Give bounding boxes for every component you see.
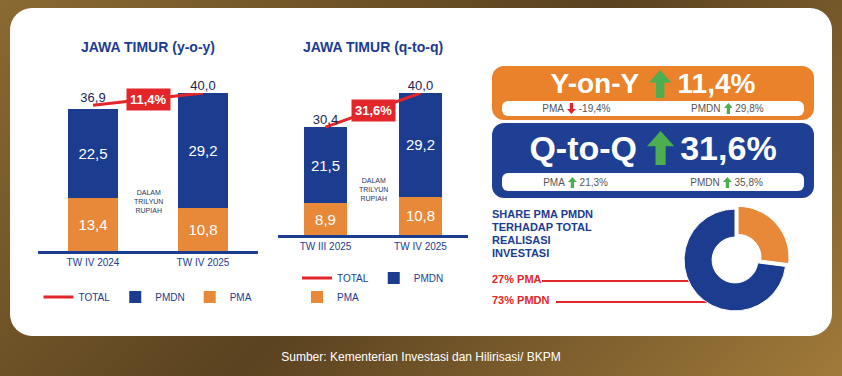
svg-text:TW IV 2025: TW IV 2025 — [177, 257, 230, 268]
html-text:31,6%: 31,6% — [680, 128, 777, 167]
html-text:Q-to-Q: Q-to-Q — [529, 128, 637, 167]
svg-text:TW III 2025: TW III 2025 — [300, 241, 352, 252]
html-text:27% PMA: 27% PMA — [492, 273, 542, 285]
html-text:73% PMDN: 73% PMDN — [492, 294, 550, 306]
svg-text:36,9: 36,9 — [80, 90, 105, 105]
svg-text:40,0: 40,0 — [408, 78, 433, 93]
svg-text:TOTAL: TOTAL — [337, 273, 369, 284]
html-text:21,3%: 21,3% — [579, 176, 608, 188]
svg-text:30,4: 30,4 — [313, 112, 338, 127]
html-text:SHARE PMA PMDN TERHADAP TOTAL: SHARE PMA PMDN TERHADAP TOTAL REALISASI … — [492, 208, 593, 259]
svg-text:10,8: 10,8 — [188, 221, 217, 238]
html-text:Sumber: Kementerian Investasi: Sumber: Kementerian Investasi dan Hiliri… — [281, 350, 561, 364]
svg-text:31,6%: 31,6% — [355, 103, 392, 118]
svg-text:29,2: 29,2 — [188, 142, 217, 159]
html-text:PMA: PMA — [542, 103, 564, 114]
svg-text:21,5: 21,5 — [311, 157, 340, 174]
svg-text:TW IV 2025: TW IV 2025 — [394, 241, 447, 252]
svg-text:13,4: 13,4 — [78, 216, 107, 233]
html-text:11,4%: 11,4% — [677, 67, 756, 99]
svg-text:PMA: PMA — [337, 292, 359, 303]
svg-text:29,2: 29,2 — [406, 136, 435, 153]
svg-text:JAWA TIMUR (q-to-q): JAWA TIMUR (q-to-q) — [303, 39, 443, 55]
svg-text:8,9: 8,9 — [315, 211, 336, 228]
svg-text:40,0: 40,0 — [190, 78, 215, 93]
svg-text:DALAMTRILYUNRUPIAH: DALAMTRILYUNRUPIAH — [359, 177, 388, 202]
html-text:PMDN: PMDN — [691, 103, 721, 114]
svg-text:11,4%: 11,4% — [130, 92, 167, 107]
html-text:PMDN: PMDN — [690, 176, 720, 188]
html-text:Y-on-Y: Y-on-Y — [550, 67, 640, 99]
svg-text:PMA: PMA — [230, 292, 252, 303]
html-text:35,8%: 35,8% — [734, 176, 763, 188]
html-text:29,8%: 29,8% — [735, 103, 764, 114]
html-text:-19,4%: -19,4% — [578, 103, 611, 114]
html-text:PMA: PMA — [543, 176, 565, 188]
svg-text:10,8: 10,8 — [406, 207, 435, 224]
svg-text:TW IV 2024: TW IV 2024 — [67, 257, 120, 268]
svg-text:JAWA TIMUR (y-o-y): JAWA TIMUR (y-o-y) — [81, 39, 215, 55]
svg-text:22,5: 22,5 — [78, 145, 107, 162]
svg-text:DALAMTRILYUNRUPIAH: DALAMTRILYUNRUPIAH — [134, 189, 163, 214]
svg-text:PMDN: PMDN — [155, 292, 184, 303]
svg-text:PMDN: PMDN — [414, 273, 443, 284]
svg-text:TOTAL: TOTAL — [79, 292, 111, 303]
